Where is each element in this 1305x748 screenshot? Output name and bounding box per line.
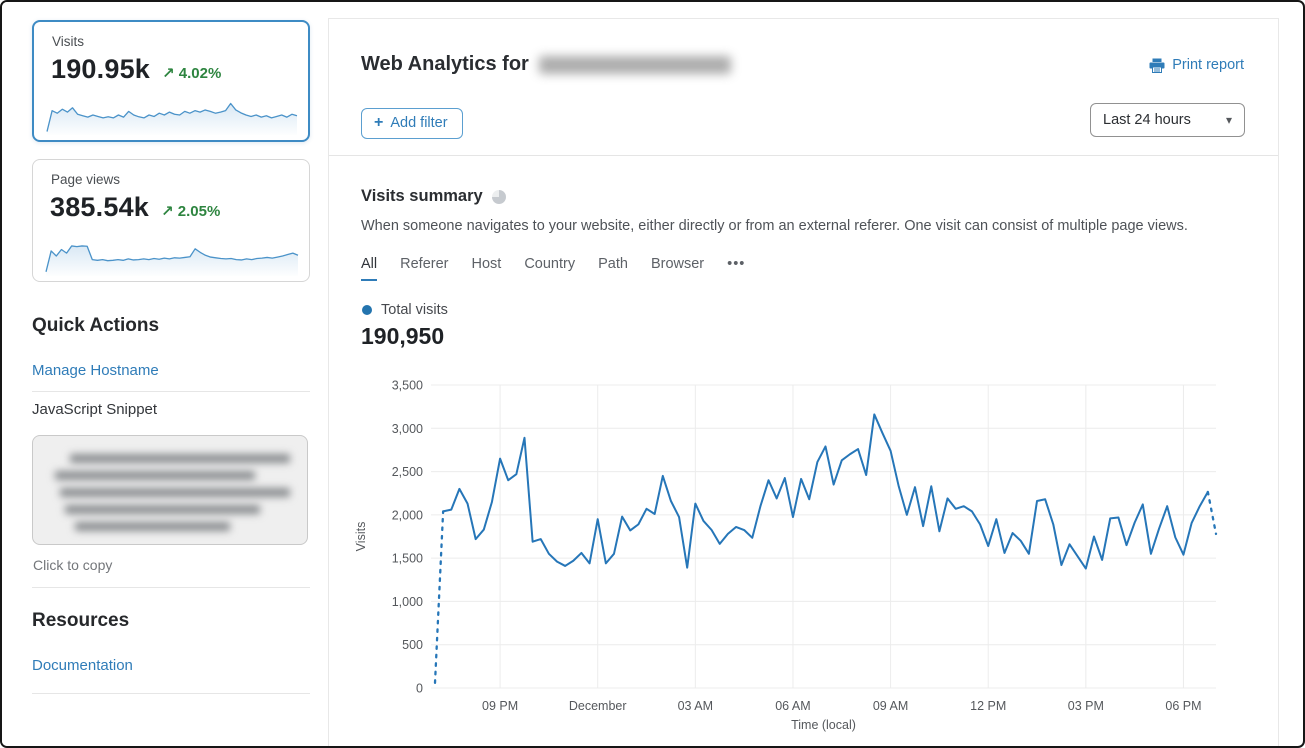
visits-summary-title: Visits summary [361,187,483,205]
svg-text:03 AM: 03 AM [678,699,713,713]
sidebar-divider [32,391,310,392]
blurred-code-line [70,454,290,463]
time-range-value: Last 24 hours [1103,112,1191,128]
blurred-code-line [60,488,290,497]
svg-text:Visits: Visits [354,522,368,552]
visits-line-chart[interactable]: 0 500 1,000 1,500 2,000 2,500 3,000 3,500 09 PM D… [351,369,1245,741]
pageviews-card-delta: ↗ 2.05% [161,203,221,220]
svg-text:09 AM: 09 AM [873,699,908,713]
tab-more-options[interactable]: ••• [727,256,746,272]
sidebar: Visits 190.95k ↗ 4.02% Page views 385.54… [2,2,328,746]
plus-icon: + [374,114,384,131]
time-range-dropdown[interactable]: Last 24 hours ▾ [1090,103,1245,137]
svg-text:0: 0 [416,682,423,696]
resources-heading: Resources [32,610,130,631]
pageviews-card-label: Page views [51,172,121,187]
svg-text:2,000: 2,000 [392,508,423,522]
total-visits-value: 190,950 [361,323,445,349]
header-divider [329,155,1278,156]
javascript-snippet-code-box[interactable] [32,435,308,545]
chevron-down-icon: ▾ [1225,113,1232,127]
pageviews-sparkline-chart [45,234,299,276]
svg-text:December: December [569,699,627,713]
tab-path[interactable]: Path [598,256,628,272]
main-panel: Web Analytics for Print report + Add fil… [328,18,1279,746]
svg-text:06 PM: 06 PM [1165,699,1201,713]
trend-up-icon: ↗ [162,65,175,82]
svg-text:06 AM: 06 AM [775,699,810,713]
add-filter-label: Add filter [390,115,448,131]
tab-referer[interactable]: Referer [400,256,449,272]
manage-hostname-link[interactable]: Manage Hostname [32,362,159,379]
visits-sparkline-chart [46,93,298,135]
blurred-code-line [65,505,260,514]
add-filter-button[interactable]: + Add filter [361,108,463,139]
trend-up-icon: ↗ [161,203,174,220]
pageviews-stat-card[interactable]: Page views 385.54k ↗ 2.05% [32,159,310,282]
svg-text:500: 500 [402,638,423,652]
pageviews-card-value: 385.54k [50,192,149,222]
svg-text:12 PM: 12 PM [970,699,1006,713]
visits-card-delta: ↗ 4.02% [162,65,222,82]
print-report-button[interactable]: Print report [1149,57,1244,73]
svg-text:1,500: 1,500 [392,552,423,566]
visits-summary-description: When someone navigates to your website, … [361,218,1188,234]
svg-text:3,500: 3,500 [392,379,423,393]
print-report-label: Print report [1172,57,1244,73]
svg-text:3,000: 3,000 [392,422,423,436]
quick-actions-heading: Quick Actions [32,315,160,336]
chart-legend: Total visits [362,302,448,318]
svg-text:09 PM: 09 PM [482,699,518,713]
svg-text:Time (local): Time (local) [791,718,856,732]
javascript-snippet-label: JavaScript Snippet [32,401,158,418]
printer-icon [1149,58,1165,73]
tab-country[interactable]: Country [524,256,576,272]
visits-card-value: 190.95k [51,54,150,84]
visits-stat-card[interactable]: Visits 190.95k ↗ 4.02% [32,20,310,142]
blurred-code-line [55,471,255,480]
tab-browser[interactable]: Browser [650,256,705,272]
tab-all[interactable]: All [361,256,378,281]
page-title: Web Analytics for [361,53,529,75]
sidebar-divider [32,693,310,694]
tab-host[interactable]: Host [471,256,502,272]
svg-text:2,500: 2,500 [392,465,423,479]
svg-text:03 PM: 03 PM [1068,699,1104,713]
svg-text:1,000: 1,000 [392,595,423,609]
click-to-copy-hint: Click to copy [33,557,113,573]
sidebar-divider [32,587,310,588]
blurred-code-line [75,522,230,531]
legend-dot-icon [362,305,372,315]
blurred-site-domain [538,55,731,74]
pie-chart-icon [491,189,506,204]
visits-card-label: Visits [52,34,85,49]
legend-label: Total visits [381,302,448,318]
summary-tabs: All Referer Host Country Path Browser ••… [361,256,745,281]
documentation-link[interactable]: Documentation [32,657,133,674]
